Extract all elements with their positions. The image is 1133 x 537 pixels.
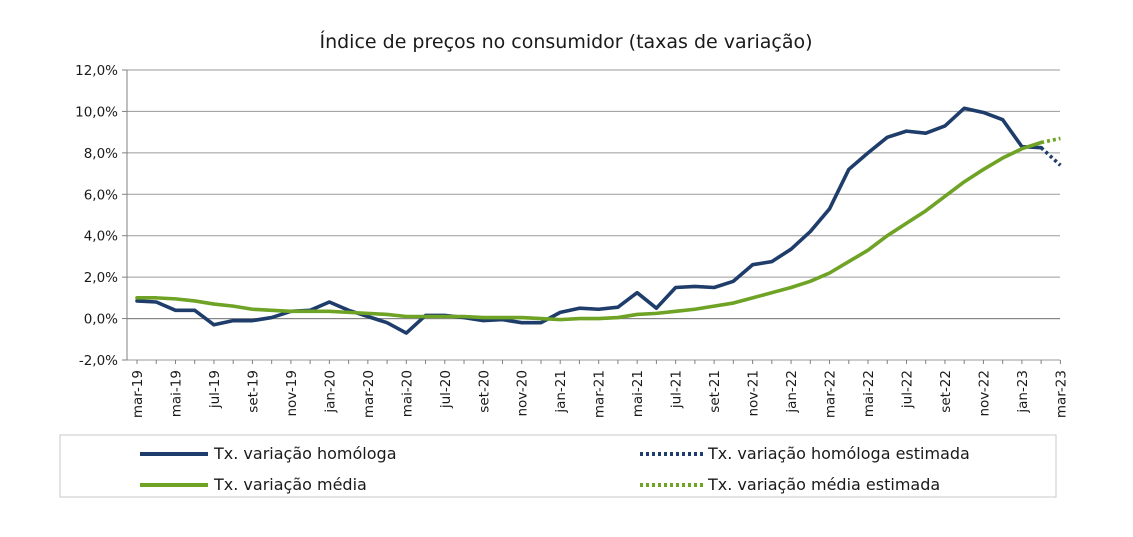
x-tick-label: jan-20 [322, 370, 338, 414]
x-tick-label: jul-21 [669, 370, 685, 409]
x-tick-label: mai-19 [168, 370, 184, 417]
x-tick-label: mai-20 [399, 370, 415, 417]
x-tick-label: jul-20 [438, 370, 454, 409]
legend-label-homologa: Tx. variação homóloga [213, 444, 397, 463]
x-tick-label: jan-21 [553, 370, 569, 414]
x-tick-label: mar-22 [823, 370, 839, 418]
x-tick-label: mai-21 [630, 370, 646, 417]
y-tick-label: 2,0% [84, 270, 118, 286]
series-line-1 [1039, 146, 1062, 167]
legend-label-homologa-estimada: Tx. variação homóloga estimada [707, 444, 970, 463]
series-line-3 [1040, 136, 1061, 145]
y-tick-label: 12,0% [75, 63, 118, 79]
x-tick-label: jan-23 [1015, 370, 1031, 414]
series-lines [135, 106, 1062, 335]
chart-title: Índice de preços no consumidor (taxas de… [319, 30, 812, 53]
y-axis-tick-labels: 12,0% 10,0% 8,0% 6,0% 4,0% 2,0% 0,0% -2,0% [75, 63, 118, 369]
x-tick-label: mar-23 [1053, 370, 1069, 418]
x-tick-label: nov-19 [284, 370, 300, 417]
y-tick-label: -2,0% [79, 353, 118, 369]
x-tick-label: mar-21 [592, 370, 608, 418]
x-tick-label: set-20 [476, 370, 492, 413]
x-tick-label: nov-22 [976, 370, 992, 417]
x-tick-label: jul-22 [899, 370, 915, 409]
y-tick-label: 0,0% [84, 312, 118, 328]
x-tick-label: jul-19 [207, 370, 223, 409]
series-line-0 [135, 106, 1043, 335]
x-tick-label: set-19 [245, 370, 261, 413]
x-tick-label: nov-21 [746, 370, 762, 417]
legend-label-media: Tx. variação média [213, 475, 367, 494]
x-tick-label: nov-20 [515, 370, 531, 417]
y-tick-label: 4,0% [84, 229, 118, 245]
x-tick-label: jan-22 [784, 370, 800, 414]
x-tick-label: mar-20 [361, 370, 377, 418]
x-tick-label: mai-22 [861, 370, 877, 417]
x-tick-label: mar-19 [130, 370, 146, 418]
x-tick-label: set-21 [707, 370, 723, 413]
legend-label-media-estimada: Tx. variação média estimada [707, 475, 940, 494]
legend-box [59, 434, 1057, 498]
legend: Tx. variação homóloga Tx. variação homól… [59, 434, 1057, 498]
x-axis-tick-labels: mar-19 mai-19 jul-19 set-19 nov-19 jan-20 mar-… [130, 370, 1069, 418]
y-tick-label: 6,0% [84, 187, 118, 203]
y-tick-label: 8,0% [84, 146, 118, 162]
x-tick-label: set-22 [938, 370, 954, 413]
y-tick-label: 10,0% [75, 104, 118, 120]
series-line-2 [135, 140, 1043, 322]
